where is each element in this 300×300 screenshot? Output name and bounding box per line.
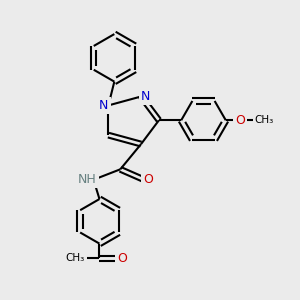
Text: O: O (117, 252, 127, 265)
Text: NH: NH (78, 173, 97, 186)
Text: CH₃: CH₃ (65, 254, 84, 263)
Text: O: O (235, 114, 245, 127)
Text: N: N (99, 99, 109, 112)
Text: CH₃: CH₃ (255, 115, 274, 125)
Text: N: N (141, 90, 150, 103)
Text: O: O (144, 173, 154, 186)
